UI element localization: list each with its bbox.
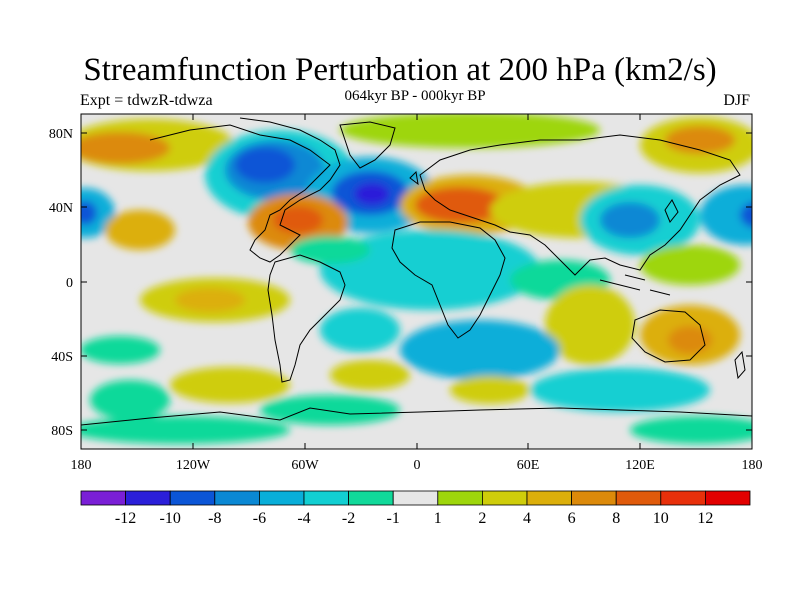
x-tick-label: 180 (742, 458, 763, 473)
coastline-australia (631, 309, 706, 363)
contour-region (81, 201, 97, 225)
contour-region (415, 187, 505, 223)
coastline-africa (391, 221, 506, 339)
colorbar-swatch (481, 490, 528, 506)
coastline-south-america (267, 254, 346, 383)
contour-region (630, 416, 752, 444)
x-tick-label: 180 (71, 458, 92, 473)
contour-region (340, 114, 600, 148)
colorbar-swatch (705, 490, 751, 506)
colorbar-label: 12 (697, 510, 713, 527)
contour-region (81, 416, 290, 444)
colorbar-swatch (615, 490, 662, 506)
colorbar-label: 4 (523, 510, 531, 527)
coastline-indonesia (599, 274, 671, 296)
contour-region (330, 360, 410, 390)
y-tick-label: 80S (51, 424, 73, 439)
contour-region (320, 230, 540, 310)
colorbar-label: -8 (208, 510, 221, 527)
coastline-eurasia (419, 134, 741, 276)
coastline-new-zealand (734, 350, 746, 380)
season-label: DJF (723, 92, 750, 109)
y-tick-labels: 80N 40N 0 40S 80S (49, 127, 73, 439)
contour-region (600, 202, 660, 238)
colorbar-label: -10 (160, 510, 181, 527)
colorbar-swatch (571, 490, 617, 506)
contour-field (81, 114, 752, 449)
contour-region (530, 368, 710, 412)
y-tick-label: 40S (51, 350, 73, 365)
coastline-north-america (149, 117, 341, 263)
contour-region (81, 132, 170, 164)
colorbar-swatch (214, 490, 260, 506)
y-tick-label: 0 (66, 276, 73, 291)
contour-region (740, 202, 752, 228)
colorbar-label: -2 (342, 510, 355, 527)
contour-region (260, 395, 400, 425)
colorbar-label: -12 (115, 510, 136, 527)
coastlines (81, 117, 752, 426)
contour-region (273, 206, 323, 234)
colorbar-label: -1 (387, 510, 400, 527)
contour-region (640, 245, 740, 285)
contour-region (400, 320, 560, 380)
coastline-japan (664, 199, 679, 223)
colorbar-swatch (80, 490, 126, 506)
y-tick-label: 40N (49, 201, 73, 216)
contour-region (105, 210, 175, 250)
colorbar-label: 8 (612, 510, 620, 527)
contour-region (235, 147, 295, 183)
contour-region (700, 185, 752, 245)
x-tick-label: 0 (414, 458, 421, 473)
contour-region (668, 326, 712, 354)
colorbar-label: 6 (568, 510, 576, 527)
map-subtitle: 064kyr BP - 000kyr BP (344, 88, 486, 104)
map-title: Streamfunction Perturbation at 200 hPa (… (83, 52, 717, 88)
experiment-label: Expt = tdwzR-tdwza (80, 92, 213, 109)
y-tick-marks (81, 132, 752, 431)
contour-region (545, 285, 635, 365)
y-tick-label: 80N (49, 127, 73, 142)
x-tick-marks (80, 114, 753, 449)
contour-region (290, 236, 370, 264)
coastline-greenland (339, 121, 396, 169)
colorbar-swatch (303, 490, 349, 506)
colorbar-label: -6 (253, 510, 266, 527)
colorbar-swatch (660, 490, 706, 506)
colorbar-swatch (169, 490, 216, 506)
coastline-uk (409, 170, 419, 186)
contour-region (90, 380, 170, 420)
contour-region (81, 336, 160, 364)
x-tick-label: 120W (176, 458, 211, 473)
colorbar-swatch (258, 490, 305, 506)
colorbar-swatch (526, 490, 572, 506)
contour-region (320, 308, 400, 352)
contour-region (354, 183, 390, 205)
contour-region (450, 376, 530, 404)
colorbar-swatch (392, 490, 439, 506)
colorbar-swatch (348, 490, 394, 506)
colorbar-label: 2 (478, 510, 486, 527)
coastline-antarctica (81, 407, 752, 426)
x-tick-labels: 180 120W 60W 0 60E 120E 180 (71, 458, 763, 473)
colorbar (80, 490, 751, 506)
colorbar-label: 1 (434, 510, 442, 527)
contour-region (665, 126, 735, 154)
x-tick-label: 60W (291, 458, 319, 473)
x-tick-label: 120E (625, 458, 655, 473)
contour-region (170, 367, 290, 403)
colorbar-label: 10 (653, 510, 669, 527)
colorbar-label: -4 (297, 510, 310, 527)
x-tick-label: 60E (517, 458, 540, 473)
colorbar-labels: -12 -10 -8 -6 -4 -2 -1 1 2 4 6 8 10 12 (115, 510, 713, 527)
colorbar-swatch (125, 490, 171, 506)
colorbar-swatch (437, 490, 483, 506)
contour-region (175, 288, 245, 312)
